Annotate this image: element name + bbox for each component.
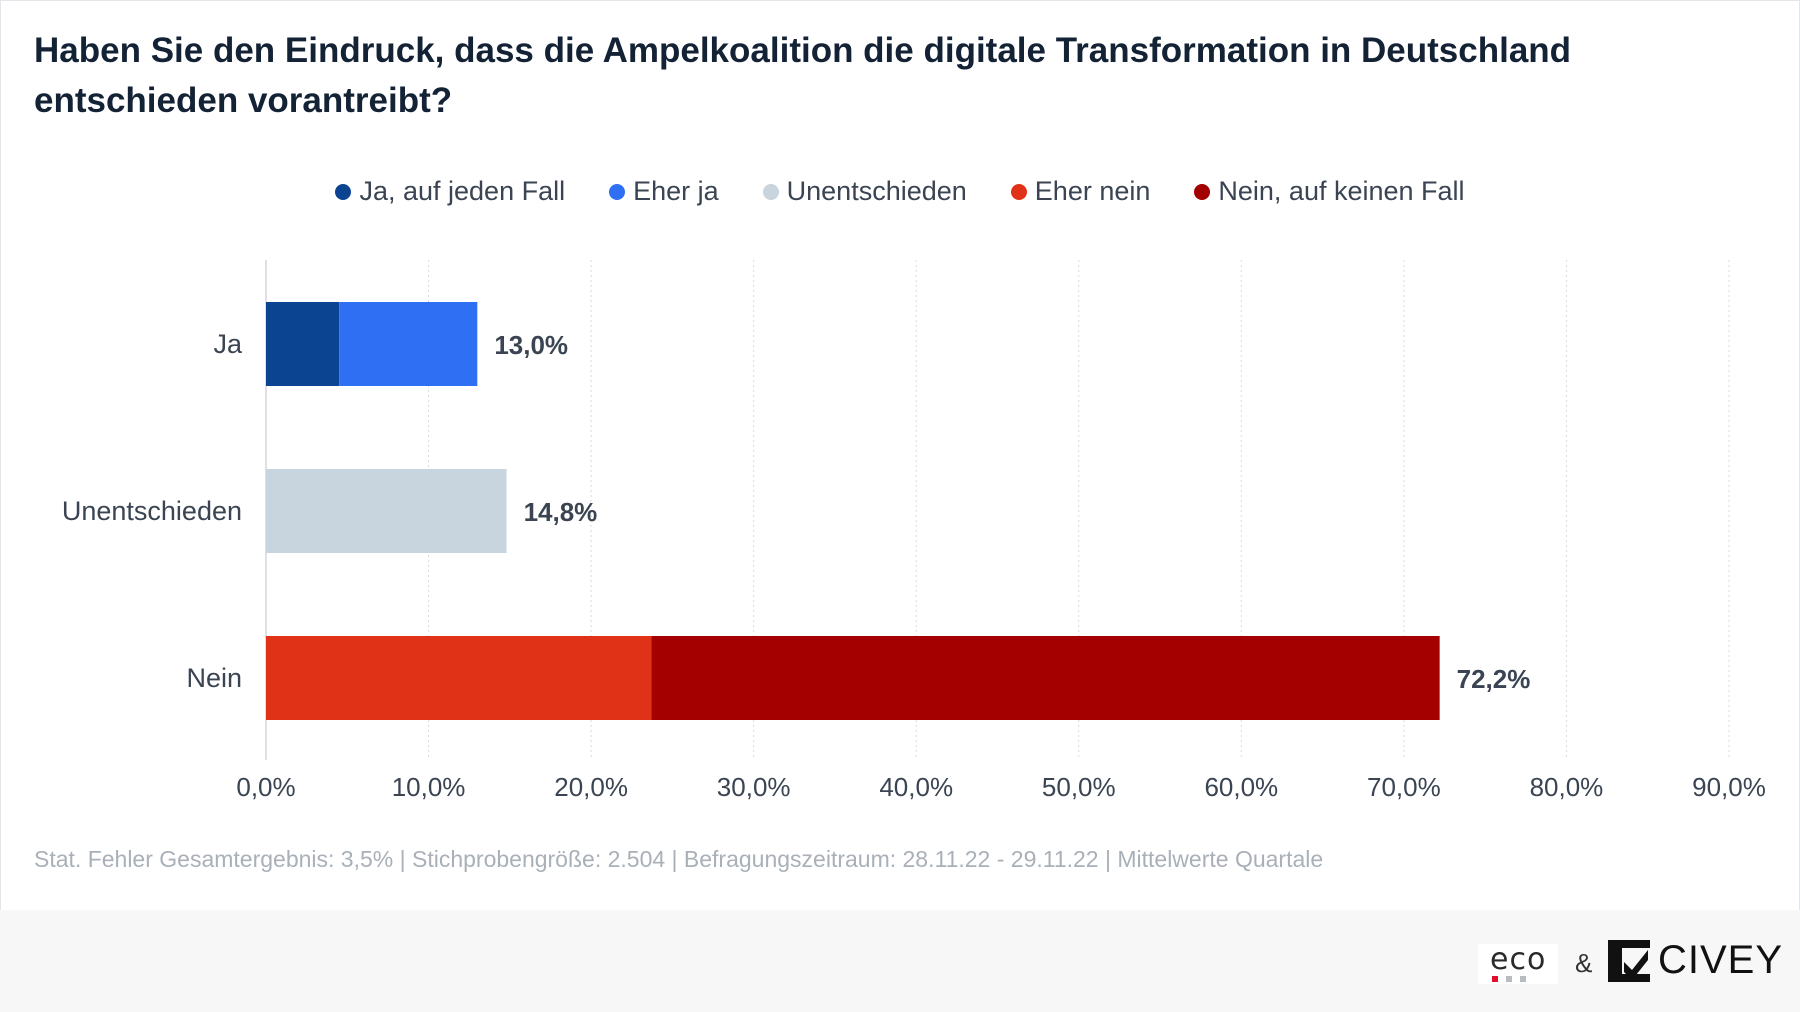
legend-marker-icon	[1010, 183, 1027, 200]
civey-logo: CIVEY	[1608, 938, 1783, 983]
x-tick-label: 20,0%	[554, 772, 628, 802]
civey-mark-icon	[1608, 939, 1650, 982]
x-tick-label: 80,0%	[1530, 772, 1604, 802]
footnote: Stat. Fehler Gesamtergebnis: 3,5% | Stic…	[34, 846, 1324, 872]
eco-logo: eco	[1478, 942, 1558, 984]
legend-marker-icon	[1194, 183, 1211, 200]
chart-legend: Ja, auf jeden Fall Eher ja Unentschieden Eh…	[0, 176, 1800, 207]
data-label: 72,2%	[1457, 664, 1531, 694]
legend-label: Unentschieden	[786, 176, 967, 206]
chart-title: Haben Sie den Eindruck, dass die Ampelko…	[34, 31, 1572, 120]
bar-segment	[266, 302, 340, 386]
x-tick-label: 70,0%	[1367, 772, 1441, 802]
legend-label: Eher nein	[1034, 176, 1151, 206]
category-label: Nein	[186, 663, 242, 693]
civey-logo-text: CIVEY	[1658, 938, 1784, 982]
legend-marker-icon	[609, 183, 626, 200]
x-tick-label: 30,0%	[717, 772, 791, 802]
x-tick-label: 60,0%	[1204, 772, 1278, 802]
legend-item[interactable]: Eher nein	[1010, 176, 1151, 207]
legend-item[interactable]: Nein, auf keinen Fall	[1194, 176, 1465, 207]
bar-segment	[266, 469, 507, 553]
legend-item[interactable]: Ja, auf jeden Fall	[335, 176, 565, 207]
legend-item[interactable]: Eher ja	[609, 176, 719, 207]
x-tick-label: 10,0%	[392, 772, 466, 802]
legend-label: Eher ja	[633, 176, 719, 206]
legend-label: Ja, auf jeden Fall	[359, 176, 566, 206]
x-tick-label: 90,0%	[1692, 772, 1766, 802]
footer: eco & CIVEY	[0, 910, 1800, 1012]
eco-logo-text: eco	[1490, 942, 1547, 977]
bar-segment	[339, 302, 478, 386]
ampersand: &	[1575, 948, 1593, 978]
x-tick-label: 0,0%	[236, 772, 295, 802]
legend-label: Nein, auf keinen Fall	[1218, 176, 1465, 206]
eco-logo-dots	[1492, 976, 1526, 982]
bar-segment	[266, 636, 652, 720]
data-label: 14,8%	[524, 497, 598, 527]
x-tick-label: 50,0%	[1042, 772, 1116, 802]
data-label: 13,0%	[494, 330, 568, 360]
legend-item[interactable]: Unentschieden	[762, 176, 967, 207]
legend-marker-icon	[335, 183, 352, 200]
bar-chart: 0,0% 10,0% 20,0% 30,0% 40,0% 50,0% 60,0% 70,0% 8…	[62, 260, 1766, 802]
category-label: Ja	[213, 329, 243, 359]
x-tick-label: 40,0%	[879, 772, 953, 802]
category-label: Unentschieden	[62, 496, 242, 526]
legend-marker-icon	[762, 183, 779, 200]
bar-segment	[651, 636, 1440, 720]
